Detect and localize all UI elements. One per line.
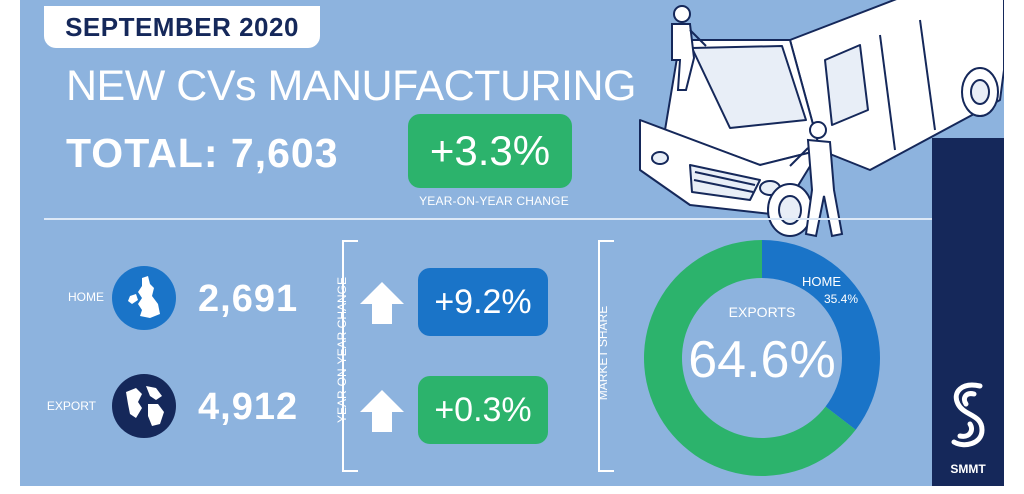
- export-label: EXPORT: [46, 399, 96, 413]
- donut-slice-exports: [644, 240, 856, 476]
- home-change-badge: +9.2%: [418, 268, 548, 336]
- frame-right: [1004, 0, 1024, 494]
- frame-bottom: [0, 486, 1024, 494]
- market-share-label: MARKET SHARE: [596, 305, 610, 401]
- yoy-bracket: [342, 240, 358, 472]
- export-value: 4,912: [198, 386, 299, 428]
- brand-bar: [932, 138, 1004, 486]
- exports-label: EXPORTS: [728, 304, 796, 320]
- uk-map-icon: [112, 266, 176, 330]
- total-change-badge: +3.3%: [408, 114, 572, 188]
- exports-value: 64.6%: [688, 331, 836, 389]
- smmt-logo-icon: [951, 382, 985, 448]
- export-change-badge: +0.3%: [418, 376, 548, 444]
- home-value: 2,691: [198, 278, 299, 320]
- home-share-value: 35.4%: [824, 292, 859, 306]
- divider: [44, 218, 934, 220]
- donut-slice-home: [762, 240, 880, 430]
- page-title: NEW CVs MANUFACTURING: [66, 62, 637, 110]
- globe-icon: [112, 374, 176, 438]
- market-share-bracket: [598, 240, 614, 472]
- home-label: HOME: [68, 290, 104, 304]
- brand-name: SMMT: [950, 462, 986, 476]
- home-share-label: HOME: [802, 274, 841, 289]
- total-line: TOTAL: 7,603: [66, 130, 339, 177]
- donut-chart: [644, 240, 880, 476]
- total-label: TOTAL:: [66, 130, 219, 176]
- van-illustration: [639, 0, 1004, 238]
- up-arrow-icon: [360, 390, 404, 432]
- market-share-donut: EXPORTS 64.6% HOME 35.4%: [642, 238, 882, 478]
- up-arrow-icon: [360, 282, 404, 324]
- yoy-vertical-label: YEAR-ON-YEAR CHANGE: [335, 276, 349, 423]
- total-change-label: YEAR-ON-YEAR CHANGE: [419, 194, 569, 208]
- total-value: 7,603: [230, 130, 339, 176]
- frame-left: [0, 0, 20, 494]
- date-pill: SEPTEMBER 2020: [44, 6, 320, 48]
